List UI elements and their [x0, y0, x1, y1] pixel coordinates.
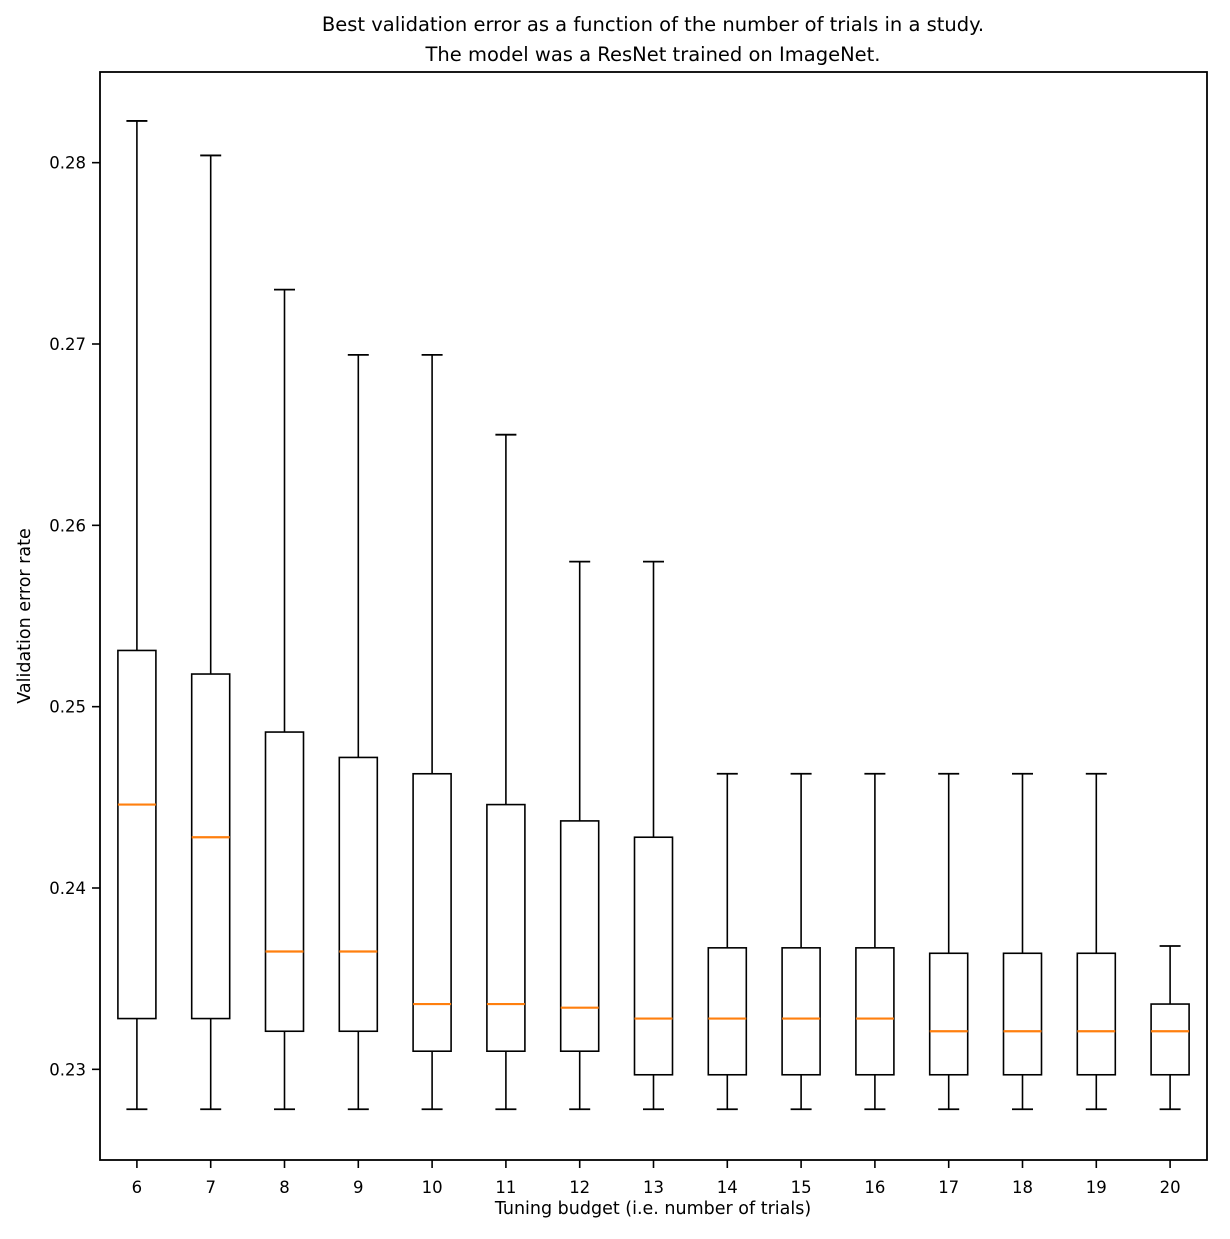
iqr-box: [264, 731, 305, 1033]
x-tick-label: 16: [864, 1178, 885, 1197]
x-tick-label: 17: [938, 1178, 959, 1197]
y-tick-label: 0.28: [49, 154, 86, 173]
iqr-box: [1076, 952, 1117, 1076]
x-tick-label: 18: [1012, 1178, 1033, 1197]
box-group-13: [633, 560, 674, 1111]
iqr-box: [855, 947, 895, 1076]
y-tick-label: 0.23: [49, 1060, 86, 1079]
box-group-10: [412, 353, 452, 1111]
box-group-7: [190, 154, 231, 1111]
x-tick-label: 11: [495, 1178, 516, 1197]
iqr-box: [412, 772, 452, 1053]
box-group-12: [559, 560, 600, 1111]
iqr-box: [338, 756, 379, 1033]
y-tick-label: 0.24: [49, 879, 86, 898]
x-tick-label: 13: [643, 1178, 664, 1197]
box-group-17: [928, 772, 969, 1111]
x-tick-label: 6: [132, 1178, 143, 1197]
iqr-box: [928, 952, 969, 1076]
box-group-19: [1076, 772, 1117, 1111]
plot-area: 0.23 0.24 0.25 0.26 0.27 0.28 6 7 8 9 10 11 12 13 14 15…: [49, 120, 1190, 1197]
plot-frame: [99, 71, 1208, 1161]
x-tick-label: 15: [791, 1178, 812, 1197]
x-tick-label: 9: [353, 1178, 364, 1197]
iqr-box: [707, 947, 748, 1076]
iqr-box: [1002, 952, 1043, 1076]
x-tick-label: 7: [205, 1178, 216, 1197]
iqr-box: [781, 947, 821, 1076]
x-tick-label: 14: [717, 1178, 738, 1197]
y-tick-label: 0.26: [49, 516, 86, 535]
x-tick-label: 20: [1160, 1178, 1181, 1197]
box-group-9: [338, 353, 379, 1111]
box-group-15: [781, 772, 821, 1111]
x-tick-label: 8: [279, 1178, 290, 1197]
x-axis-label: Tuning budget (i.e. number of trials): [494, 1199, 811, 1219]
iqr-box: [559, 820, 600, 1053]
box-group-11: [486, 433, 526, 1111]
box-group-20: [1150, 945, 1190, 1111]
y-tick-label: 0.25: [49, 698, 86, 717]
x-tick-label: 10: [422, 1178, 443, 1197]
chart-title-line2: The model was a ResNet trained on ImageN…: [425, 43, 881, 66]
iqr-box: [486, 803, 526, 1052]
iqr-box: [117, 649, 157, 1020]
box-group-6: [117, 120, 157, 1111]
x-tick-label: 19: [1086, 1178, 1107, 1197]
chart-title-line1: Best validation error as a function of t…: [322, 13, 984, 36]
y-axis-label: Validation error rate: [15, 528, 35, 703]
iqr-box: [1150, 1003, 1190, 1076]
box-group-18: [1002, 772, 1043, 1111]
y-tick-label: 0.27: [49, 335, 86, 354]
box-group-16: [855, 772, 895, 1111]
iqr-box: [633, 836, 674, 1076]
box-group-14: [707, 772, 748, 1111]
x-tick-label: 12: [569, 1178, 590, 1197]
iqr-box: [190, 673, 231, 1020]
box-group-8: [264, 288, 305, 1111]
